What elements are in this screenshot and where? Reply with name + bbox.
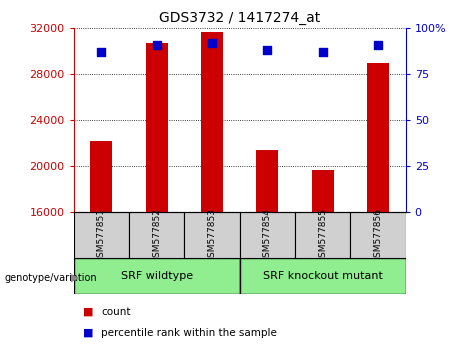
Point bbox=[208, 40, 216, 46]
Point bbox=[153, 42, 160, 48]
Text: SRF wildtype: SRF wildtype bbox=[121, 271, 193, 281]
Text: percentile rank within the sample: percentile rank within the sample bbox=[101, 328, 278, 338]
Bar bbox=[74, 212, 129, 258]
Bar bbox=[201, 32, 223, 212]
Text: GSM577855: GSM577855 bbox=[318, 208, 327, 263]
Text: ■: ■ bbox=[83, 307, 94, 316]
Text: GSM577854: GSM577854 bbox=[263, 208, 272, 263]
Bar bbox=[146, 43, 168, 212]
Point bbox=[264, 47, 271, 53]
Text: SRF knockout mutant: SRF knockout mutant bbox=[263, 271, 383, 281]
Text: GSM577856: GSM577856 bbox=[373, 208, 383, 263]
Text: ▶: ▶ bbox=[71, 273, 79, 283]
Title: GDS3732 / 1417274_at: GDS3732 / 1417274_at bbox=[159, 11, 320, 24]
Point bbox=[98, 50, 105, 55]
Text: GSM577853: GSM577853 bbox=[207, 208, 217, 263]
Bar bbox=[74, 258, 240, 294]
Bar bbox=[256, 150, 278, 212]
Bar bbox=[350, 212, 406, 258]
Text: count: count bbox=[101, 307, 131, 316]
Text: GSM577851: GSM577851 bbox=[97, 208, 106, 263]
Text: ■: ■ bbox=[83, 328, 94, 338]
Bar bbox=[367, 63, 389, 212]
Point bbox=[374, 42, 382, 48]
Bar bbox=[240, 212, 295, 258]
Bar bbox=[295, 212, 350, 258]
Text: GSM577852: GSM577852 bbox=[152, 208, 161, 263]
Point bbox=[319, 50, 326, 55]
Bar bbox=[312, 170, 334, 212]
Text: genotype/variation: genotype/variation bbox=[5, 273, 97, 283]
Bar bbox=[129, 212, 184, 258]
Bar bbox=[184, 212, 240, 258]
Bar bbox=[240, 258, 406, 294]
Bar bbox=[90, 141, 112, 212]
